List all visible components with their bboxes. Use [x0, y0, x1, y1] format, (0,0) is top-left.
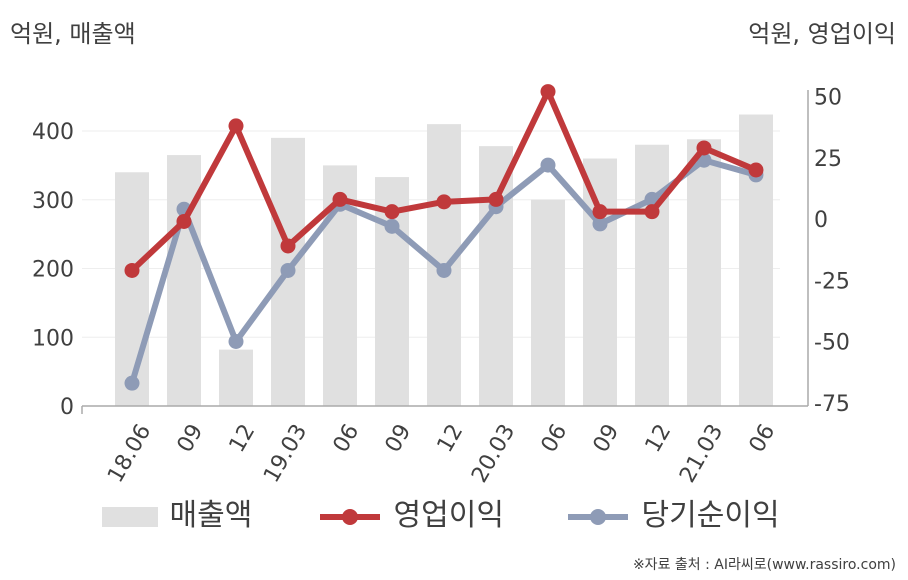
- operating-profit-point: [436, 194, 452, 210]
- operating-profit-point: [228, 118, 244, 134]
- net-income-point: [540, 157, 556, 173]
- x-tick-label: 19.03: [259, 420, 312, 487]
- net-income-point: [436, 262, 452, 278]
- x-tick-label: 06: [745, 420, 781, 457]
- x-tick-label: 09: [589, 420, 625, 457]
- legend-item-net-income: 당기순이익: [566, 490, 780, 534]
- profit-lines: [124, 84, 764, 391]
- operating-profit-point: [540, 84, 556, 100]
- x-tick-label: 12: [225, 420, 261, 457]
- x-tick-label: 21.03: [675, 420, 728, 487]
- legend-item-revenue: 매출액: [102, 490, 252, 534]
- revenue-bar: [635, 144, 669, 406]
- left-axis-unit-label: 억원, 매출액: [10, 20, 136, 48]
- y-left-tick-label: 300: [32, 189, 74, 214]
- operating-profit-point: [176, 213, 192, 229]
- legend-item-operating-profit: 영업이익: [318, 490, 504, 534]
- y-left-tick-label: 400: [32, 120, 74, 145]
- y-left-tick-label: 0: [60, 395, 74, 420]
- revenue-bar: [531, 199, 565, 406]
- revenue-bar: [479, 146, 513, 406]
- revenue-bar: [115, 172, 149, 406]
- y-right-tick-label: -50: [814, 331, 850, 356]
- x-tick-label: 18.06: [103, 420, 156, 487]
- legend-line-marker-operating: [320, 508, 380, 525]
- operating-profit-point: [696, 140, 712, 156]
- x-tick-label: 09: [381, 420, 417, 457]
- revenue-bar: [167, 155, 201, 406]
- net-income-point: [124, 375, 140, 391]
- x-tick-label: 06: [329, 420, 365, 457]
- revenue-bar: [739, 114, 773, 406]
- operating-profit-point: [332, 191, 348, 207]
- operating-profit-point: [748, 162, 764, 178]
- x-tick-label: 12: [433, 420, 469, 457]
- y-left-tick-label: 200: [32, 258, 74, 283]
- x-tick-label: 20.03: [467, 420, 520, 487]
- operating-profit-point: [592, 204, 608, 220]
- y-right-tick-label: -25: [814, 269, 850, 294]
- operating-profit-point: [280, 238, 296, 254]
- x-tick-label: 06: [537, 420, 573, 457]
- y-left-tick-label: 100: [32, 326, 74, 351]
- source-credit: ※자료 출처 : AI라씨로(www.rassiro.com): [632, 557, 896, 573]
- right-axis-unit-label: 억원, 영업이익: [748, 20, 896, 48]
- y-right-tick-label: 50: [814, 86, 842, 111]
- operating-profit-point: [384, 204, 400, 220]
- x-tick-label: 09: [173, 420, 209, 457]
- y-right-tick-label: 25: [814, 147, 842, 172]
- net-income-point: [228, 334, 244, 349]
- axes: [81, 90, 809, 414]
- operating-profit-point: [644, 204, 660, 220]
- operating-profit-point: [124, 262, 140, 278]
- legend-bar-swatch: [102, 506, 158, 527]
- net-income-point: [384, 218, 400, 234]
- y-right-tick-label: 0: [814, 208, 828, 233]
- revenue-bar: [219, 349, 253, 406]
- legend-line-marker-net: [568, 508, 628, 525]
- legend-label-revenue: 매출액: [169, 498, 253, 533]
- revenue-bar: [687, 139, 721, 406]
- revenue-bars: [115, 114, 773, 406]
- revenue-bar: [583, 158, 617, 406]
- net-income-point: [592, 216, 608, 232]
- operating-profit-point: [488, 191, 504, 207]
- x-tick-label: 12: [641, 420, 677, 457]
- legend-label-net-income: 당기순이익: [641, 498, 780, 533]
- legend-label-operating-profit: 영업이익: [393, 498, 504, 533]
- y-right-tick-label: -75: [814, 392, 850, 417]
- net-income-point: [280, 262, 296, 278]
